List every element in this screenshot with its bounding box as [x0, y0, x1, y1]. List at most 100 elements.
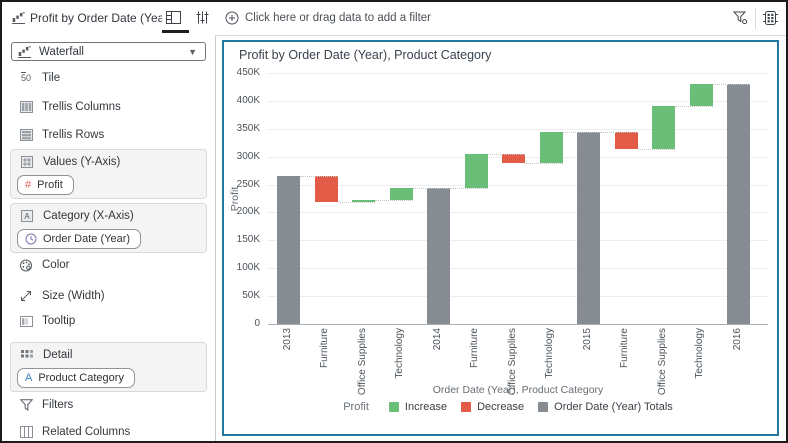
- toolbar-separator: [755, 8, 756, 29]
- tooltip-icon: [18, 315, 34, 327]
- viz-type-select[interactable]: Waterfall ▼: [11, 42, 206, 61]
- sidebar-item-size[interactable]: Size (Width): [2, 287, 215, 305]
- detail-section-header: Detail: [19, 349, 72, 361]
- y-tick-label: 250K: [236, 179, 260, 190]
- waterfall-connector: [637, 149, 675, 150]
- waterfall-bar-increase[interactable]: [352, 199, 375, 203]
- waterfall-bar-increase[interactable]: [464, 153, 488, 188]
- waterfall-connector: [412, 188, 450, 189]
- waterfall-icon: [12, 12, 25, 24]
- x-tick-label: 2016: [731, 328, 743, 351]
- chip-product-category[interactable]: A Product Category: [17, 368, 135, 388]
- waterfall-bar-total[interactable]: [427, 187, 450, 324]
- y-tick-label: 150K: [236, 234, 260, 245]
- waterfall-connector: [562, 132, 600, 133]
- y-gridline: [268, 73, 768, 74]
- trellis-rows-icon: [18, 129, 34, 141]
- sidebar-item-trellis-columns[interactable]: Trellis Columns: [2, 98, 215, 116]
- resize-diagonal-icon: [18, 290, 34, 302]
- x-tick-label: Technology: [544, 328, 555, 379]
- waterfall-bar-decrease[interactable]: [314, 175, 338, 203]
- waterfall-bar-increase[interactable]: [652, 105, 675, 150]
- sidebar-item-tooltip[interactable]: Tooltip: [2, 312, 215, 330]
- waterfall-bar-decrease[interactable]: [614, 131, 638, 150]
- legend-swatch: [388, 402, 399, 412]
- grammar-panel-icon[interactable]: [166, 11, 184, 27]
- values-y-axis-dropzone[interactable]: Values (Y-Axis) # Profit: [10, 149, 207, 199]
- waterfall-bar-increase[interactable]: [539, 131, 563, 164]
- legend-swatch: [461, 402, 472, 412]
- selected-tab-underline: [162, 30, 189, 33]
- waterfall-bar-total[interactable]: [577, 131, 600, 324]
- chip-profit[interactable]: # Profit: [17, 175, 74, 195]
- x-tick-label: 2013: [281, 328, 293, 351]
- y-tick-label: 200K: [236, 206, 260, 217]
- legend-item-decrease[interactable]: Decrease: [461, 401, 524, 413]
- viz-grammar-sidebar: Profit by Order Date (Year), Pr...: [2, 2, 216, 441]
- x-tick-label: Technology: [694, 328, 705, 379]
- waterfall-connector: [675, 106, 713, 107]
- waterfall-connector: [525, 163, 563, 164]
- waterfall-bar-increase[interactable]: [389, 187, 413, 200]
- waterfall-connector: [375, 200, 413, 201]
- waterfall-bar-total[interactable]: [727, 83, 750, 324]
- waterfall-bar-increase[interactable]: [689, 83, 713, 106]
- canvas-layout-grid-icon[interactable]: [763, 11, 778, 25]
- y-tick-label: 350K: [236, 123, 260, 134]
- x-tick-label: Furniture: [469, 328, 480, 369]
- chart-title: Profit by Order Date (Year), Product Cat…: [239, 48, 492, 62]
- x-tick-label: 2014: [431, 328, 443, 351]
- y-tick-label: 300K: [236, 151, 260, 162]
- y-tick-label: 100K: [236, 262, 260, 273]
- trellis-columns-icon: [18, 101, 34, 113]
- sidebar-item-color[interactable]: Color: [2, 256, 215, 274]
- y-tick-label: 0: [254, 318, 260, 329]
- filter-options-icon[interactable]: [733, 11, 748, 25]
- waterfall-connector: [600, 132, 638, 133]
- values-section-header: Values (Y-Axis): [19, 156, 120, 168]
- legend-label: Order Date (Year) Totals: [554, 401, 673, 413]
- sidebar-item-related-columns[interactable]: Related Columns: [2, 423, 215, 441]
- legend-title: Profit: [343, 401, 369, 413]
- legend-item-total[interactable]: Order Date (Year) Totals: [538, 401, 673, 413]
- viz-title: Profit by Order Date (Year), Pr...: [30, 11, 162, 25]
- clock-icon: [25, 233, 37, 245]
- related-columns-icon: [18, 426, 34, 438]
- palette-icon: [18, 259, 34, 272]
- svg-text:A: A: [24, 212, 30, 221]
- sidebar-item-filters[interactable]: Filters: [2, 396, 215, 414]
- sidebar-header: Profit by Order Date (Year), Pr...: [2, 2, 215, 34]
- waterfall-visualization[interactable]: Profit by Order Date (Year), Product Cat…: [222, 40, 779, 436]
- y-gridline: [268, 185, 768, 186]
- waterfall-icon: [18, 45, 31, 58]
- waterfall-connector: [300, 176, 338, 177]
- waterfall-bar-decrease[interactable]: [502, 153, 525, 164]
- y-gridline: [268, 129, 768, 130]
- y-tick-label: 50K: [242, 290, 260, 301]
- chip-order-date-year[interactable]: Order Date (Year): [17, 229, 142, 249]
- legend-item-increase[interactable]: Increase: [388, 401, 447, 413]
- add-filter-plus-icon[interactable]: [225, 11, 239, 25]
- filter-bar[interactable]: Click here or drag data to add a filter: [215, 2, 786, 36]
- y-gridline: [268, 240, 768, 241]
- tile-icon: 50: [20, 73, 32, 83]
- legend: Profit Increase Decrease Order Date (Year)…: [248, 401, 768, 413]
- y-gridline: [268, 101, 768, 102]
- filter-prompt[interactable]: Click here or drag data to add a filter: [245, 12, 432, 24]
- waterfall-connector: [337, 202, 375, 203]
- y-tick-label: 400K: [236, 95, 260, 106]
- x-axis-line: [268, 324, 768, 325]
- sidebar-item-trellis-rows[interactable]: Trellis Rows: [2, 126, 215, 144]
- number-hash-icon: #: [25, 179, 32, 191]
- x-tick-label: Technology: [394, 328, 405, 379]
- waterfall-bar-total[interactable]: [277, 175, 300, 324]
- category-x-axis-dropzone[interactable]: A Category (X-Axis) Order Date (Year): [10, 203, 207, 253]
- category-section-header: A Category (X-Axis): [19, 210, 134, 222]
- properties-sliders-icon[interactable]: [196, 11, 214, 27]
- sidebar-item-tile[interactable]: 50 Tile: [2, 69, 215, 87]
- detail-dropzone[interactable]: Detail A Product Category: [10, 342, 207, 392]
- x-tick-label: Furniture: [619, 328, 630, 369]
- waterfall-connector: [487, 154, 525, 155]
- y-gridline: [268, 212, 768, 213]
